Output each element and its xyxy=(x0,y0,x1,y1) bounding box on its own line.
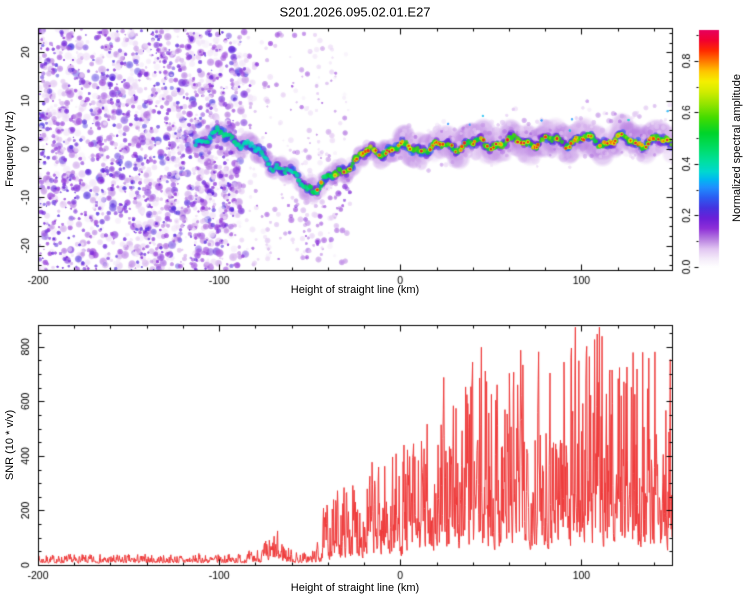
colorbar-label: Normalized spectral amplitude xyxy=(731,74,743,222)
bottom-x-axis-label: Height of straight line (km) xyxy=(290,582,420,594)
snr-axis-label: SNR (10 * v/v) xyxy=(4,409,16,481)
frequency-axis-label: Frequency (Hz) xyxy=(4,111,16,187)
top-x-axis-label: Height of straight line (km) xyxy=(290,284,420,296)
chart-title: S201.2026.095.02.01.E27 xyxy=(279,4,431,20)
